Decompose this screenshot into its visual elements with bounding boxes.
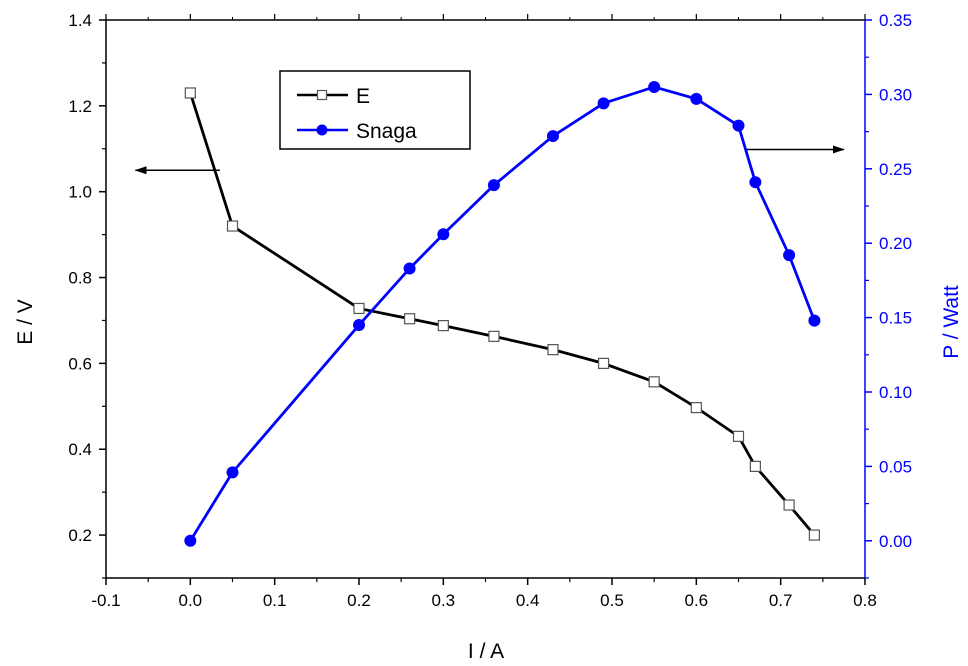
y2-tick-label: 0.15 (879, 309, 912, 328)
y-tick-label: 0.4 (68, 440, 92, 459)
x-tick-label: 0.4 (516, 591, 540, 610)
y-axis-title: E / V (14, 299, 37, 345)
x-tick-label: 0.0 (179, 591, 203, 610)
data-point-snaga (690, 92, 703, 105)
legend-label-e: E (356, 85, 370, 108)
x-tick-label: 0.3 (432, 591, 456, 610)
data-point-snaga (437, 228, 450, 241)
data-point-snaga (546, 130, 559, 143)
data-point-e (547, 344, 559, 356)
y-tick-label: 0.6 (68, 354, 92, 373)
data-point-snaga (487, 179, 500, 192)
legend-marker-snaga (316, 124, 328, 136)
y2-tick-label: 0.10 (879, 383, 912, 402)
data-point-snaga (184, 534, 197, 547)
x-tick-label: 0.1 (263, 591, 287, 610)
y2-tick-label: 0.05 (879, 457, 912, 476)
data-point-e (648, 376, 660, 388)
y-tick-label: 0.2 (68, 526, 92, 545)
x-tick-label: 0.6 (685, 591, 709, 610)
data-point-snaga (808, 314, 821, 327)
data-point-e (783, 499, 795, 511)
y-tick-label: 1.4 (68, 11, 92, 30)
data-point-snaga (226, 466, 239, 479)
x-tick-label: 0.8 (853, 591, 877, 610)
data-point-snaga (732, 119, 745, 132)
data-point-e (184, 87, 196, 99)
data-point-e (437, 320, 449, 332)
data-point-e (404, 313, 416, 325)
legend: E Snaga (279, 70, 471, 150)
legend-marker-e (316, 89, 328, 101)
x-tick-label: -0.1 (91, 591, 120, 610)
y2-tick-label: 0.20 (879, 234, 912, 253)
legend-label-snaga: Snaga (356, 120, 417, 143)
y2-tick-label: 0.35 (879, 11, 912, 30)
data-point-e (690, 401, 702, 414)
x-tick-label: 0.7 (769, 591, 793, 610)
y-tick-label: 1.2 (68, 97, 92, 116)
data-point-snaga (403, 262, 416, 275)
data-point-snaga (597, 97, 610, 110)
data-point-e (597, 357, 610, 369)
legend-box (279, 70, 471, 150)
data-point-snaga (353, 319, 365, 332)
x-tick-label: 0.5 (600, 591, 624, 610)
data-point-e (732, 430, 745, 442)
y2-tick-label: 0.00 (879, 532, 912, 551)
data-point-snaga (648, 80, 661, 93)
data-point-e (488, 330, 500, 342)
legend-entry-e: E (297, 85, 370, 108)
series-line-e (188, 92, 816, 536)
y-tick-label: 1.0 (68, 183, 92, 202)
x-tick-label: 0.2 (347, 591, 371, 610)
data-point-snaga (783, 249, 796, 262)
y2-tick-label: 0.30 (879, 85, 912, 104)
y2-tick-label: 0.25 (879, 160, 912, 179)
y-tick-label: 0.8 (68, 269, 92, 288)
x-axis-title: I / A (468, 640, 504, 663)
data-point-e (353, 302, 365, 315)
legend-entry-snaga: Snaga (297, 120, 417, 143)
data-point-e (749, 460, 761, 472)
y2-axis-title: P / Watt (940, 285, 963, 359)
data-point-snaga (749, 176, 762, 189)
series-line-snaga (189, 85, 816, 542)
data-point-e (808, 529, 821, 541)
data-point-e (226, 220, 239, 232)
